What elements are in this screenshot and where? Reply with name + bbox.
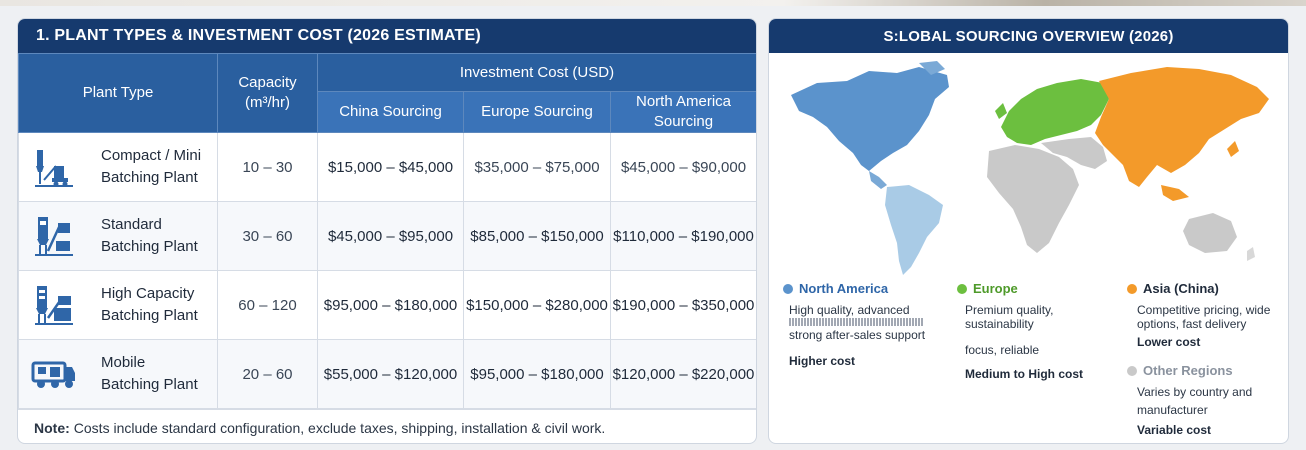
china-cost-cell: $45,000 – $95,000 bbox=[317, 201, 464, 271]
legend-north-america-desc-2: strong after-sales support bbox=[789, 328, 926, 342]
compact-plant-icon bbox=[31, 145, 77, 189]
australia-region bbox=[1183, 213, 1237, 253]
plant-type-name: High Capacity bbox=[101, 285, 195, 302]
plant-type-name: Mobile bbox=[101, 354, 146, 371]
plant-type-cell: Compact / Mini Batching Plant bbox=[18, 132, 218, 202]
header-na-line1: North America bbox=[635, 93, 732, 110]
plant-type-name: Compact / Mini bbox=[101, 147, 202, 164]
table-row: High Capacity Batching Plant 60 – 120 $9… bbox=[18, 270, 756, 340]
se-asia-shape bbox=[1161, 185, 1189, 201]
south-america-region bbox=[885, 185, 943, 275]
plant-cost-title: 1. PLANT TYPES & INVESTMENT COST (2026 E… bbox=[18, 19, 756, 53]
table-note: Note: Costs include standard configurati… bbox=[18, 409, 756, 443]
middle-east-region bbox=[1041, 137, 1107, 169]
header-north-america-sourcing: North America Sourcing bbox=[609, 91, 756, 133]
europe-cost-cell: $95,000 – $180,000 bbox=[463, 339, 611, 409]
asia-dot-icon bbox=[1127, 283, 1137, 294]
legend-europe-desc-2: focus, reliable bbox=[965, 343, 1040, 357]
legend-north-america-desc-1: High quality, advanced bbox=[789, 303, 910, 317]
china-cost-cell: $55,000 – $120,000 bbox=[317, 339, 464, 409]
north-america-cost-cell: $190,000 – $350,000 bbox=[609, 270, 756, 340]
header-capacity-unit: (m³/hr) bbox=[245, 94, 290, 111]
capacity-cell: 20 – 60 bbox=[217, 339, 318, 409]
north-america-cost-cell: $110,000 – $190,000 bbox=[609, 201, 756, 271]
table-row: Mobile Batching Plant 20 – 60 $55,000 – … bbox=[18, 339, 756, 409]
north-america-dot-icon bbox=[783, 283, 793, 294]
standard-plant-icon bbox=[31, 214, 77, 258]
header-investment-cost: Investment Cost (USD) bbox=[316, 53, 756, 92]
plant-type-subname: Batching Plant bbox=[101, 169, 198, 186]
europe-cost-cell: $150,000 – $280,000 bbox=[463, 270, 611, 340]
plant-cost-table: Plant Type Capacity (m³/hr) Investment C… bbox=[18, 53, 756, 409]
legend-north-america-name: North America bbox=[799, 281, 889, 296]
legend-other-name: Other Regions bbox=[1143, 363, 1233, 378]
world-map bbox=[791, 61, 1269, 275]
legend-europe: Europe Premium quality, sustainability f… bbox=[957, 281, 1117, 382]
top-background-strip bbox=[0, 0, 1306, 6]
greenland-shape bbox=[919, 61, 945, 75]
high-capacity-plant-icon bbox=[31, 283, 77, 327]
africa-region bbox=[987, 145, 1079, 253]
north-america-region bbox=[791, 67, 949, 171]
uk-shape bbox=[995, 103, 1007, 119]
sourcing-overview-title: S:LOBAL SOURCING OVERVIEW (2026) bbox=[769, 19, 1288, 53]
plant-type-name: Standard bbox=[101, 216, 162, 233]
plant-type-cell: Mobile Batching Plant bbox=[18, 339, 218, 409]
header-europe-sourcing: Europe Sourcing bbox=[463, 91, 611, 133]
legend-asia-name: Asia (China) bbox=[1143, 281, 1219, 296]
legend-europe-desc-1: Premium quality, sustainability bbox=[965, 303, 1054, 331]
legend-other-cost: Variable cost bbox=[1137, 423, 1212, 437]
capacity-cell: 60 – 120 bbox=[217, 270, 318, 340]
legend-other-desc-1: Varies by country and bbox=[1137, 385, 1253, 399]
mobile-plant-icon bbox=[31, 352, 77, 396]
europe-cost-cell: $85,000 – $150,000 bbox=[463, 201, 611, 271]
central-america-shape bbox=[869, 171, 887, 189]
legend-europe-name: Europe bbox=[973, 281, 1018, 296]
garbled-text-line bbox=[789, 318, 924, 326]
note-label: Note: bbox=[34, 419, 70, 436]
capacity-cell: 30 – 60 bbox=[217, 201, 318, 271]
china-cost-cell: $15,000 – $45,000 bbox=[317, 132, 464, 202]
north-america-cost-cell: $120,000 – $220,000 bbox=[609, 339, 756, 409]
north-america-cost-cell: $45,000 – $90,000 bbox=[609, 132, 756, 202]
header-china-sourcing: China Sourcing bbox=[317, 91, 464, 133]
plant-type-cell: Standard Batching Plant bbox=[18, 201, 218, 271]
plant-type-subname: Batching Plant bbox=[101, 376, 198, 393]
plant-type-subname: Batching Plant bbox=[101, 238, 198, 255]
plant-type-cell: High Capacity Batching Plant bbox=[18, 270, 218, 340]
legend-asia: Asia (China) Competitive pricing, wide o… bbox=[1127, 281, 1277, 350]
new-zealand-shape bbox=[1247, 247, 1255, 261]
note-text: Costs include standard configuration, ex… bbox=[73, 419, 606, 436]
legend-asia-cost: Lower cost bbox=[1137, 335, 1201, 349]
sourcing-overview-panel: S:LOBAL SOURCING OVERVIEW (2026) North A… bbox=[768, 18, 1289, 444]
header-na-line2: Sourcing bbox=[653, 113, 714, 130]
europe-region bbox=[1001, 79, 1109, 145]
other-regions-dot-icon bbox=[1127, 365, 1137, 376]
table-row: Standard Batching Plant 30 – 60 $45,000 … bbox=[18, 201, 756, 271]
capacity-cell: 10 – 30 bbox=[217, 132, 318, 202]
header-plant-type: Plant Type bbox=[18, 53, 218, 133]
header-capacity-label: Capacity bbox=[238, 74, 297, 91]
legend-other: Other Regions Varies by country and manu… bbox=[1127, 363, 1277, 438]
legend-europe-cost: Medium to High cost bbox=[965, 367, 1083, 381]
legend-north-america: North America High quality, advanced str… bbox=[783, 281, 953, 369]
legend-asia-desc-1: Competitive pricing, wide bbox=[1137, 303, 1271, 317]
europe-cost-cell: $35,000 – $75,000 bbox=[463, 132, 611, 202]
legend-north-america-cost: Higher cost bbox=[789, 354, 856, 368]
asia-region bbox=[1095, 67, 1269, 187]
header-capacity: Capacity (m³/hr) bbox=[217, 53, 318, 133]
table-row: Compact / Mini Batching Plant 10 – 30 $1… bbox=[18, 132, 756, 202]
plant-type-subname: Batching Plant bbox=[101, 307, 198, 324]
japan-shape bbox=[1227, 141, 1239, 157]
china-cost-cell: $95,000 – $180,000 bbox=[317, 270, 464, 340]
plant-cost-panel: 1. PLANT TYPES & INVESTMENT COST (2026 E… bbox=[17, 18, 757, 444]
legend-asia-desc-2: options, fast delivery bbox=[1137, 317, 1247, 331]
europe-dot-icon bbox=[957, 283, 967, 294]
sourcing-legend: North America High quality, advanced str… bbox=[769, 281, 1288, 441]
legend-other-desc-2: manufacturer bbox=[1137, 403, 1208, 417]
